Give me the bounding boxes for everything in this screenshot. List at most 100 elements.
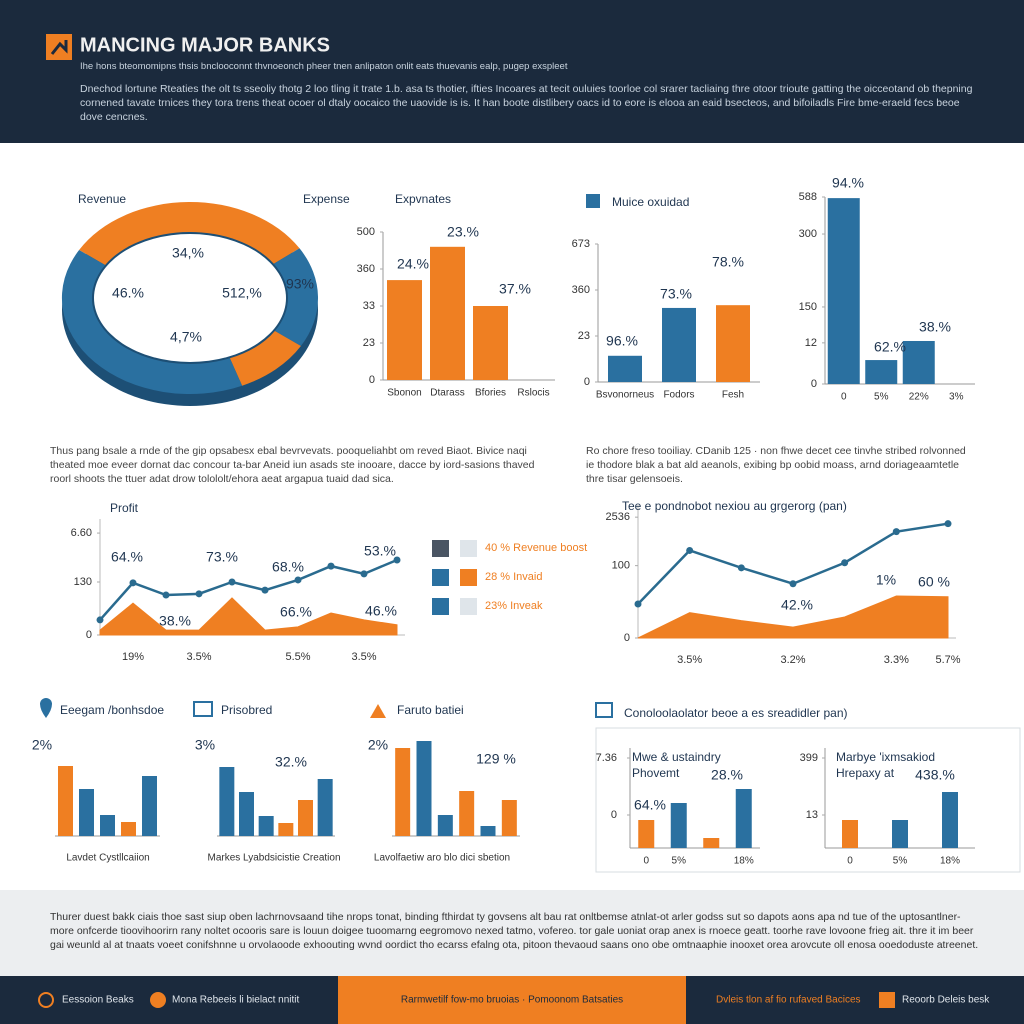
footnote: Thurer duest bakk ciais thoe sast siup o… bbox=[50, 911, 979, 951]
panel-frame bbox=[595, 727, 1021, 873]
annotation: 24.% bbox=[397, 256, 429, 272]
annotation: 73.% bbox=[206, 549, 238, 565]
footer-middle bbox=[338, 976, 686, 1024]
y-tick-label: 360 bbox=[357, 263, 375, 275]
bar bbox=[416, 741, 432, 836]
footer-icon bbox=[879, 992, 895, 1008]
bar bbox=[258, 816, 274, 836]
point bbox=[294, 576, 302, 584]
x-tick-label: 3.5% bbox=[677, 654, 702, 666]
x-tick-label: 18% bbox=[734, 856, 754, 867]
x-tick-label: Fodors bbox=[663, 390, 694, 401]
point bbox=[96, 616, 104, 624]
point bbox=[841, 559, 849, 567]
header-background bbox=[0, 0, 1024, 143]
x-tick-label: 3% bbox=[949, 392, 964, 403]
point bbox=[195, 590, 203, 598]
bar bbox=[608, 355, 642, 382]
point bbox=[686, 546, 694, 554]
y-tick-label: 673 bbox=[572, 238, 590, 250]
logo-glyph bbox=[50, 40, 68, 55]
x-tick-label: 5.5% bbox=[285, 651, 310, 663]
x-tick-label: 0 bbox=[841, 392, 847, 403]
bar bbox=[278, 823, 294, 836]
legend-swatch bbox=[460, 598, 477, 615]
annotation: 28.% bbox=[711, 767, 743, 783]
x-tick-label: 19% bbox=[122, 651, 144, 663]
annotation: 64.% bbox=[111, 549, 143, 565]
y-tick-label: 13 bbox=[806, 809, 818, 821]
bar bbox=[473, 306, 508, 380]
y-tick-label: 150 bbox=[799, 301, 817, 313]
annotation: 96.% bbox=[606, 333, 638, 349]
annotation: 23.% bbox=[447, 224, 479, 240]
chart-title: Tee e pondnobot nexiou au grgerorg (pan) bbox=[622, 499, 847, 513]
point bbox=[228, 578, 236, 586]
annotation: 1% bbox=[876, 572, 896, 588]
footer-link[interactable]: Rarmwetilf fow-mo bruoias · Pomoonom Bat… bbox=[401, 995, 623, 1006]
page-title: MANCING MAJOR BANKS bbox=[80, 34, 330, 56]
y-tick-label: 588 bbox=[799, 191, 817, 203]
x-tick-label: 5% bbox=[893, 856, 908, 867]
panel-icon bbox=[595, 702, 613, 718]
annotation: 37.% bbox=[499, 281, 531, 297]
donut-hole bbox=[94, 234, 286, 362]
legend-label: 28 % Invaid bbox=[485, 571, 542, 583]
footer-right bbox=[686, 976, 1024, 1024]
bar bbox=[430, 246, 465, 380]
bar bbox=[58, 766, 73, 836]
y-tick-label: 0 bbox=[611, 809, 617, 821]
bar bbox=[142, 776, 157, 836]
chart-title: Profit bbox=[110, 501, 139, 515]
chart-caption: Lavolfaetiw aro blo dici sbetion bbox=[374, 853, 510, 864]
footer-link[interactable]: Dvleis tlon af fio rufaved Bacices bbox=[716, 995, 861, 1006]
annotation: 46.% bbox=[112, 285, 144, 301]
annotation: 64.% bbox=[634, 797, 666, 813]
legend-swatch bbox=[460, 540, 477, 557]
footer-icon bbox=[38, 992, 54, 1008]
chart-caption: Markes Lyabdsicistie Creation bbox=[207, 853, 340, 864]
x-tick-label: 18% bbox=[940, 856, 960, 867]
chart-title: Prisobred bbox=[221, 703, 272, 717]
annotation: 4,7% bbox=[170, 329, 202, 345]
x-tick-label: 3.2% bbox=[780, 654, 805, 666]
chart-title: Expvnates bbox=[395, 192, 451, 206]
location-icon bbox=[40, 698, 52, 718]
annotation: 93% bbox=[286, 276, 314, 292]
bar bbox=[892, 820, 908, 848]
bar bbox=[387, 280, 422, 380]
annotation: 53.% bbox=[364, 543, 396, 559]
legend-label: 23% Inveak bbox=[485, 600, 543, 612]
donut-segment bbox=[61, 250, 243, 395]
footer-link[interactable]: Mona Rebeeis li bielact nnitit bbox=[172, 995, 300, 1006]
y-tick-label: 33 bbox=[363, 300, 375, 312]
bar bbox=[865, 360, 898, 384]
point bbox=[634, 600, 642, 608]
x-tick-label: 5% bbox=[874, 392, 889, 403]
x-tick-label: 3.5% bbox=[351, 651, 376, 663]
y-tick-label: 360 bbox=[572, 284, 590, 296]
y-tick-label: 23 bbox=[363, 337, 375, 349]
footer-link[interactable]: Eessoion Beaks bbox=[62, 995, 134, 1006]
chart-title: Muice oxuidad bbox=[612, 195, 689, 209]
chart-title: Marbye 'ixmsakiod bbox=[836, 750, 935, 764]
point bbox=[360, 570, 368, 578]
chart-title: Mwe & ustaindry bbox=[632, 750, 721, 764]
panel-title: Conoloolaolator beoe a es sreadidler pan… bbox=[624, 706, 847, 720]
x-tick-label: Sbonon bbox=[387, 388, 421, 399]
annotation: 62.% bbox=[874, 339, 906, 355]
annotation: 3% bbox=[195, 737, 215, 753]
x-tick-label: 5% bbox=[672, 856, 687, 867]
footer-left bbox=[0, 976, 338, 1024]
point bbox=[944, 520, 952, 528]
footer-link[interactable]: Reoorb Deleis besk bbox=[902, 995, 990, 1006]
annotation: 34,% bbox=[172, 245, 204, 261]
y-tick-label: 0 bbox=[811, 378, 817, 390]
y-tick-label: 0 bbox=[584, 376, 590, 388]
annotation: 73.% bbox=[660, 286, 692, 302]
x-tick-label: 3.3% bbox=[884, 654, 909, 666]
bar bbox=[942, 792, 958, 848]
header-subtitle: Ihe hons bteomomipns thsis bnclooconnt t… bbox=[80, 61, 568, 72]
bar bbox=[735, 789, 752, 848]
chart-subtitle: Hrepaxy at bbox=[836, 766, 895, 780]
